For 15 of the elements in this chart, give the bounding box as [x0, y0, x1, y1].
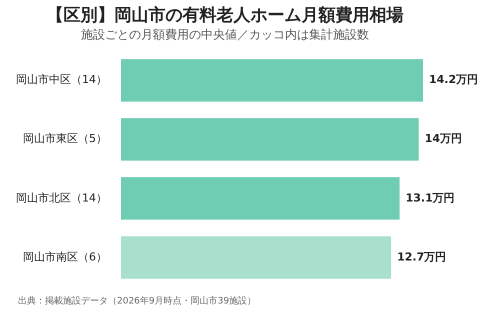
data-label: 14.2万円: [428, 73, 478, 86]
data-label: 12.7万円: [397, 250, 446, 264]
chart-subtitle: 施設ごとの月額費用の中央値／カッコ内は集計施設数: [81, 28, 369, 42]
y-tick-label: 岡山市北区（14）: [16, 191, 107, 204]
bar: [120, 59, 423, 102]
data-label: 14万円: [424, 132, 462, 146]
source-note: 出典：掲載施設データ（2026年9月時点・岡山市39施設）: [18, 295, 256, 306]
bar: [120, 236, 392, 279]
bar: [120, 118, 419, 161]
data-label: 13.1万円: [406, 191, 455, 204]
y-tick-label: 岡山市南区（6）: [22, 250, 107, 264]
chart-title: 【区別】岡山市の有料老人ホーム月額費用相場: [46, 6, 404, 26]
y-tick-label: 岡山市中区（14）: [16, 73, 107, 86]
bar: [120, 177, 400, 220]
y-tick-label: 岡山市東区（5）: [22, 132, 107, 146]
